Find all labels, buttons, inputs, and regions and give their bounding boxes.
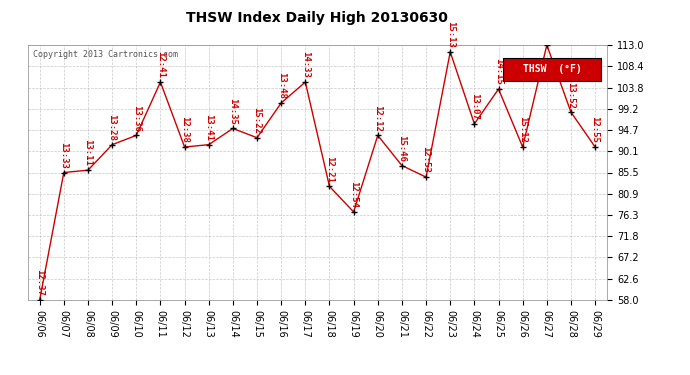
Text: 14:35: 14:35 bbox=[228, 98, 237, 124]
Text: 13:33: 13:33 bbox=[59, 142, 68, 169]
Text: 12:12: 12:12 bbox=[373, 105, 382, 132]
Text: 12:37: 12:37 bbox=[35, 269, 44, 296]
Text: 15:22: 15:22 bbox=[253, 107, 262, 134]
Text: THSW Index Daily High 20130630: THSW Index Daily High 20130630 bbox=[186, 11, 448, 25]
Text: 15:13: 15:13 bbox=[446, 21, 455, 48]
FancyBboxPatch shape bbox=[503, 58, 602, 81]
Text: 12:55: 12:55 bbox=[591, 116, 600, 143]
Text: 13:52: 13:52 bbox=[566, 81, 575, 108]
Text: 12:54: 12:54 bbox=[349, 181, 358, 208]
Text: 13:07: 13:07 bbox=[470, 93, 479, 120]
Text: 13:11: 13:11 bbox=[83, 140, 92, 166]
Text: 13:48: 13:48 bbox=[277, 72, 286, 99]
Text: 12:41: 12:41 bbox=[156, 51, 165, 78]
Text: 15:46: 15:46 bbox=[397, 135, 406, 162]
Text: 13:28: 13:28 bbox=[108, 114, 117, 141]
Text: 12:38: 12:38 bbox=[180, 116, 189, 143]
Text: 14:33: 14:33 bbox=[301, 51, 310, 78]
Text: 13:36: 13:36 bbox=[132, 105, 141, 132]
Text: 14:15: 14:15 bbox=[494, 58, 503, 85]
Text: 12:21: 12:21 bbox=[325, 156, 334, 183]
Text: 12:53: 12:53 bbox=[422, 146, 431, 173]
Text: Copyright 2013 Cartronics.com: Copyright 2013 Cartronics.com bbox=[33, 50, 179, 59]
Text: THSW  (°F): THSW (°F) bbox=[523, 64, 582, 74]
Text: 15:12: 15:12 bbox=[518, 116, 527, 143]
Text: 13:41: 13:41 bbox=[204, 114, 213, 141]
